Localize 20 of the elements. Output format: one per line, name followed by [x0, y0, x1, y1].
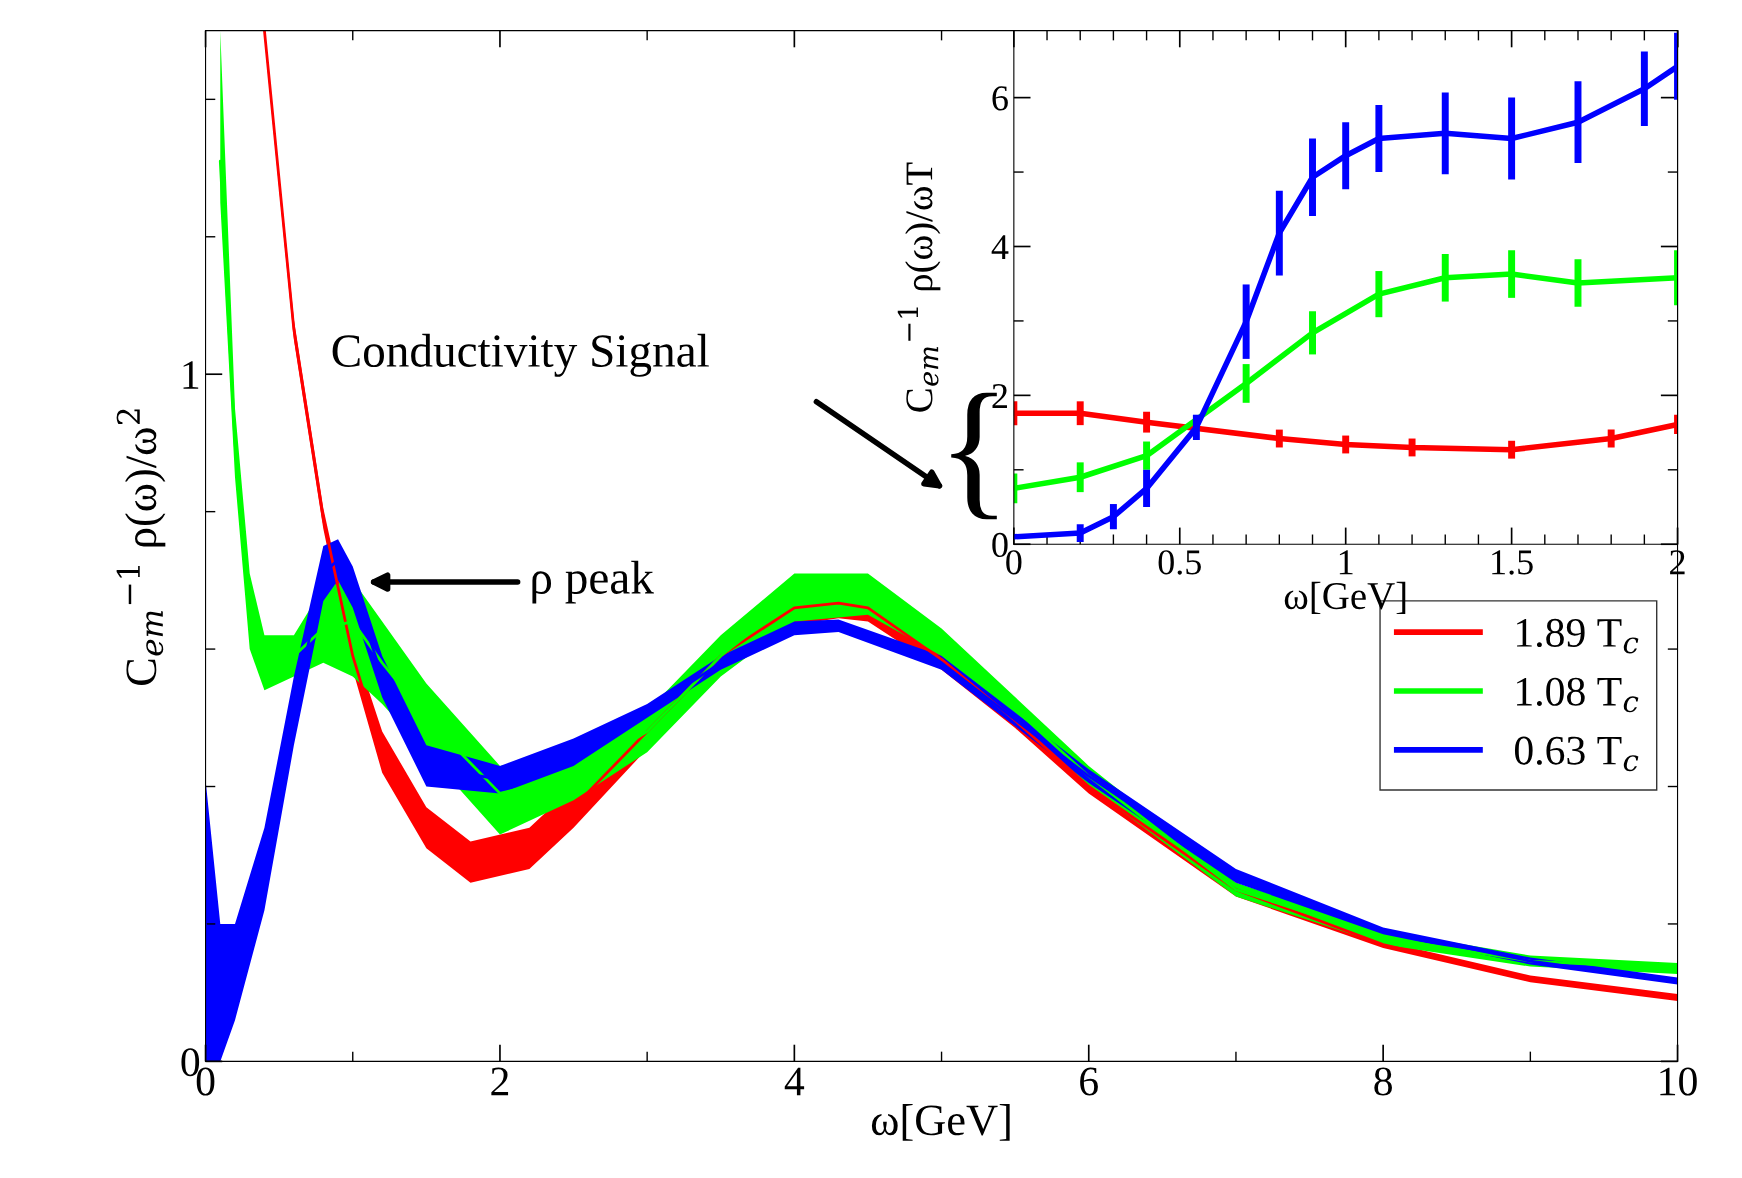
x-tick-label: 1.5 [1492, 550, 1533, 575]
x-tick-label: 1 [1339, 550, 1353, 575]
x-axis-title: ω[GeV] [1284, 581, 1406, 615]
legend-label: 0.63 T$_{c}$ [1514, 736, 1639, 772]
x-tick-label: 0.5 [1158, 550, 1201, 575]
legend-label: 1.08 T$_{c}$ [1517, 677, 1639, 713]
y-axis-title: C$_{em}$$^{−1}$ ρ(ω)/ω$^{2}$ [116, 409, 166, 686]
legend-label: 1.89 T$_{c}$ [1517, 618, 1639, 654]
x-tick-label: 2 [491, 1067, 509, 1096]
x-tick-label: 6 [1080, 1067, 1098, 1096]
x-axis-title: ω[GeV] [871, 1104, 1010, 1141]
annotation: Conductivity Signal [332, 333, 709, 377]
x-tick-label: 8 [1374, 1067, 1392, 1096]
y-tick-label: 6 [992, 86, 1008, 111]
y-axis-title: C$_{em}$$^{−1}$ ρ(ω)/ωT [897, 162, 941, 412]
y-tick-label: 4 [991, 235, 1009, 260]
x-tick-label: 4 [784, 1067, 805, 1096]
annotation: ρ peak [532, 560, 654, 604]
x-tick-label: 10 [1660, 1067, 1697, 1096]
y-tick-label: 0 [992, 532, 1008, 558]
